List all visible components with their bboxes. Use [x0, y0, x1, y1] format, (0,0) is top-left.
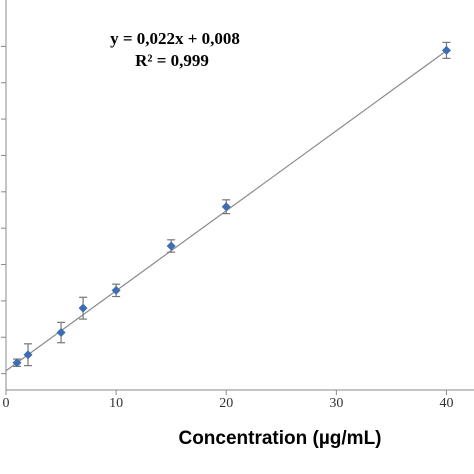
equation: y = 0,022x + 0,008: [110, 29, 240, 48]
data-point: [111, 285, 121, 295]
data-point: [441, 45, 451, 55]
data-point: [23, 350, 33, 360]
x-axis-title: Concentration (µg/mL): [178, 428, 381, 449]
data-point: [221, 202, 231, 212]
x-tick-label: 10: [109, 396, 123, 411]
x-tick-label: 20: [219, 396, 233, 411]
data-point: [12, 358, 22, 368]
data-point: [56, 328, 66, 338]
x-tick-label: 40: [439, 396, 453, 411]
x-tick-label: 0: [3, 396, 10, 411]
x-tick-label: 30: [329, 396, 343, 411]
data-point: [78, 303, 88, 313]
data-point: [166, 241, 176, 251]
r-squared: R² = 0,999: [135, 51, 209, 70]
